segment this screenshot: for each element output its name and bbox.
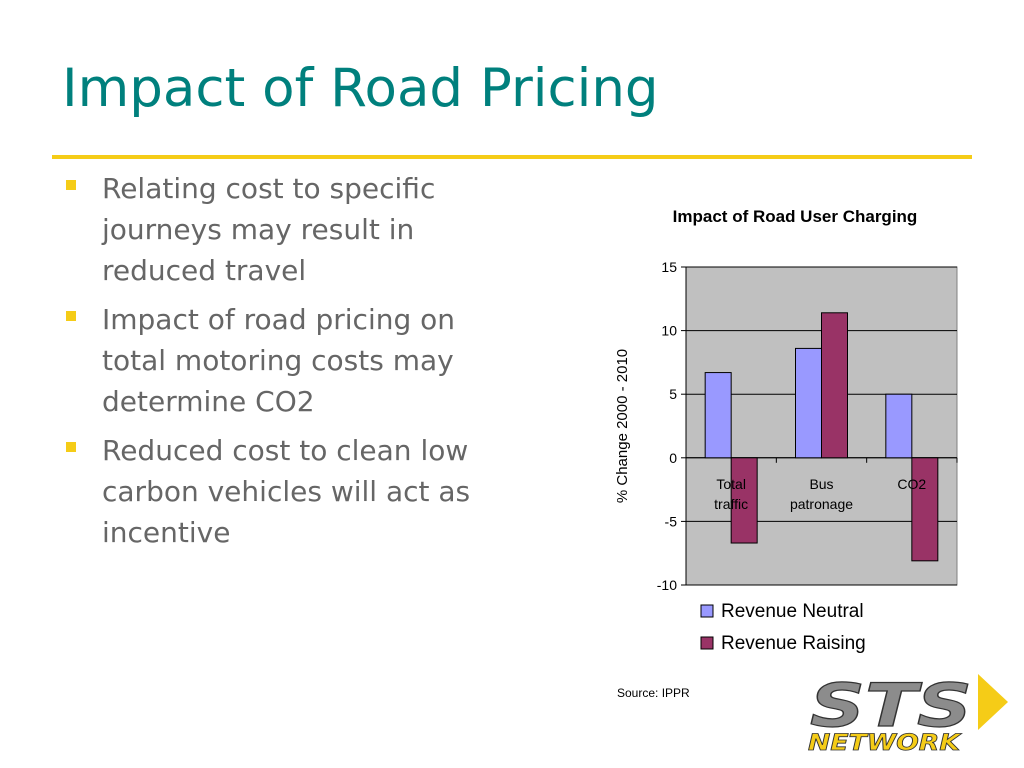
- title-divider: [52, 155, 972, 159]
- legend-label: Revenue Raising: [721, 633, 866, 654]
- logo-main-text: STS: [810, 671, 972, 741]
- source-note: Source: IPPR: [617, 686, 690, 700]
- logo-arrow-icon: [978, 674, 1008, 730]
- bar-revenue-raising: [911, 457, 939, 562]
- bullet-list: Relating cost to specific journeys may r…: [62, 168, 512, 561]
- bullet-square-icon: [66, 180, 76, 190]
- bullet-text: Reduced cost to clean low carbon vehicle…: [102, 434, 471, 549]
- legend-label: Revenue Neutral: [721, 601, 864, 622]
- slide-title: Impact of Road Pricing: [62, 58, 659, 119]
- bar-revenue-neutral: [885, 393, 913, 459]
- bar-revenue-neutral: [795, 347, 822, 459]
- bullet-square-icon: [66, 442, 76, 452]
- y-tick-label: -10: [657, 577, 677, 593]
- legend-swatch: [700, 636, 714, 650]
- x-category-label: Total: [716, 476, 746, 492]
- bar-revenue-raising: [821, 312, 848, 459]
- bullet-square-icon: [66, 311, 76, 321]
- bullet-item: Impact of road pricing on total motoring…: [62, 299, 512, 422]
- bar-revenue-raising: [730, 457, 758, 544]
- x-category-label: traffic: [714, 496, 748, 512]
- y-tick-label: -5: [665, 513, 678, 529]
- bar-revenue-neutral: [704, 372, 732, 459]
- logo-sub-text: NETWORK: [808, 731, 962, 756]
- bullet-item: Relating cost to specific journeys may r…: [62, 168, 512, 291]
- bullet-text: Impact of road pricing on total motoring…: [102, 303, 456, 418]
- x-category-label: CO2: [897, 476, 926, 492]
- chart-title: Impact of Road User Charging: [673, 207, 918, 226]
- bullet-text: Relating cost to specific journeys may r…: [102, 172, 436, 287]
- x-category-label: Bus: [809, 476, 833, 492]
- x-category-label: patronage: [790, 496, 853, 512]
- sts-network-logo: STS NETWORK: [808, 670, 1008, 756]
- y-tick-label: 15: [661, 259, 677, 275]
- bullet-item: Reduced cost to clean low carbon vehicle…: [62, 430, 512, 553]
- y-axis-label: % Change 2000 - 2010: [614, 349, 631, 503]
- y-tick-label: 0: [669, 450, 677, 466]
- y-tick-label: 10: [661, 323, 677, 339]
- y-tick-label: 5: [669, 386, 677, 402]
- legend-swatch: [700, 604, 714, 618]
- road-user-charging-chart: Impact of Road User Charging 15 10 5 0 -5 -10%…: [614, 207, 958, 654]
